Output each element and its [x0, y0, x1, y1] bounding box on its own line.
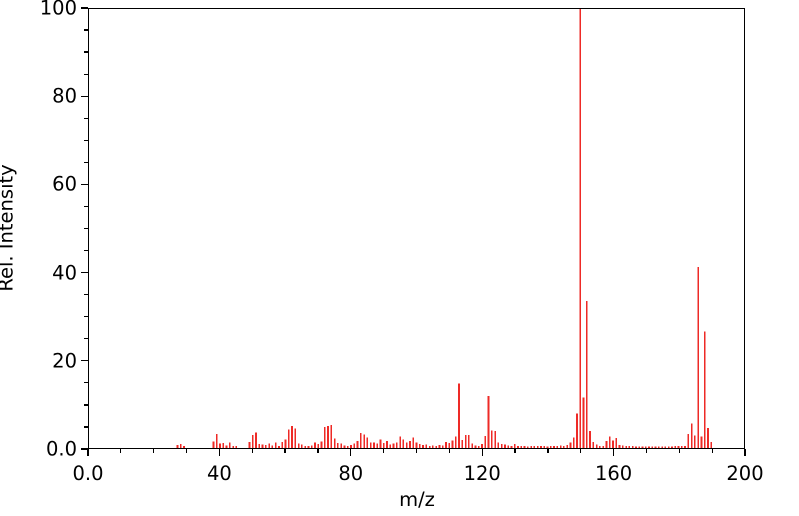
- y-minor-tick-mark: [84, 338, 88, 340]
- x-minor-tick-mark: [711, 449, 713, 453]
- y-tick-mark: [81, 95, 88, 97]
- x-tick-mark: [218, 449, 221, 456]
- y-tick-mark: [81, 183, 88, 186]
- x-minor-tick-mark: [317, 449, 319, 453]
- x-tick-mark: [350, 449, 352, 456]
- x-minor-tick-mark: [580, 449, 582, 453]
- x-tick-mark: [744, 449, 746, 456]
- x-minor-tick-mark: [645, 449, 648, 453]
- y-minor-tick-mark: [84, 161, 88, 163]
- plot-area: [88, 8, 745, 449]
- x-minor-tick-mark: [448, 449, 450, 453]
- y-minor-tick-mark: [84, 117, 88, 119]
- y-minor-tick-mark: [84, 73, 88, 75]
- y-tick-label: 60: [52, 172, 77, 196]
- x-tick-mark: [87, 449, 89, 456]
- x-tick-label: 0.0: [72, 462, 104, 485]
- y-axis-label: Rel. Intensity: [0, 164, 18, 292]
- y-tick-mark: [81, 271, 88, 274]
- y-minor-tick-mark: [84, 205, 88, 208]
- x-minor-tick-mark: [120, 449, 122, 453]
- x-minor-tick-mark: [185, 449, 188, 453]
- y-minor-tick-mark: [84, 51, 88, 53]
- y-tick-label: 20: [52, 349, 77, 373]
- spectrum-stems: [176, 9, 713, 448]
- x-minor-tick-mark: [547, 449, 549, 453]
- y-tick-label: 80: [52, 84, 77, 108]
- x-tick-label: 200: [726, 462, 764, 485]
- x-tick-label: 120: [463, 462, 501, 485]
- x-minor-tick-mark: [284, 449, 286, 453]
- y-minor-tick-mark: [84, 316, 88, 318]
- y-minor-tick-mark: [84, 382, 88, 384]
- x-minor-tick-mark: [514, 449, 516, 453]
- y-tick-label: 100: [39, 0, 77, 20]
- x-tick-label: 160: [594, 462, 633, 485]
- x-minor-tick-mark: [678, 449, 680, 453]
- y-tick-label: 0.0: [45, 437, 77, 461]
- y-tick-mark: [81, 7, 88, 9]
- y-minor-tick-mark: [84, 29, 88, 31]
- y-minor-tick-mark: [84, 139, 88, 141]
- x-minor-tick-mark: [415, 449, 418, 453]
- x-minor-tick-mark: [153, 449, 155, 453]
- x-minor-tick-mark: [251, 449, 253, 453]
- y-minor-tick-mark: [84, 426, 88, 428]
- x-tick-label: 40: [206, 462, 232, 485]
- x-axis-label: m/z: [399, 488, 435, 511]
- x-tick-mark: [612, 449, 615, 456]
- x-tick-mark: [481, 449, 483, 456]
- y-minor-tick-mark: [84, 404, 88, 406]
- y-minor-tick-mark: [84, 249, 88, 252]
- y-tick-mark: [81, 448, 88, 450]
- y-tick-label: 40: [52, 261, 77, 285]
- y-tick-mark: [81, 360, 88, 362]
- y-minor-tick-mark: [84, 294, 88, 296]
- y-minor-tick-mark: [84, 227, 88, 230]
- x-minor-tick-mark: [383, 449, 385, 453]
- x-tick-label: 80: [338, 462, 364, 485]
